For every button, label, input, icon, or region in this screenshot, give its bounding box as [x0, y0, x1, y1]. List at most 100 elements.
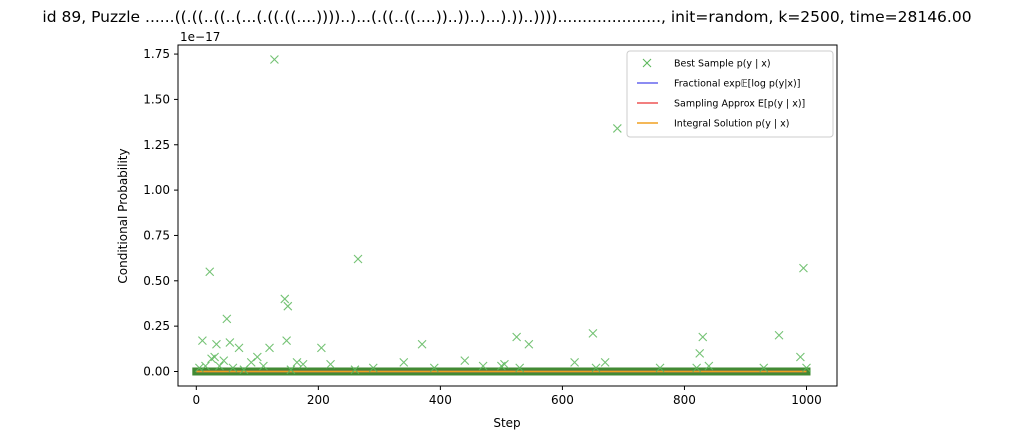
- legend: Best Sample p(y | x) Fractional exp𝔼[log …: [626, 50, 834, 138]
- data-point: [368, 363, 378, 373]
- data-point-stroke-b: [215, 361, 224, 371]
- data-point: [570, 358, 580, 367]
- data-point-stroke-b: [796, 352, 805, 362]
- y-tick-label: 0.25: [143, 319, 170, 333]
- data-point: [655, 363, 665, 373]
- data-point: [417, 339, 427, 349]
- data-point-stroke-b: [655, 363, 665, 373]
- data-point: [600, 358, 610, 367]
- y-axis-label: Conditional Probability: [116, 148, 130, 283]
- data-point: [353, 254, 363, 264]
- data-point: [252, 352, 262, 362]
- data-point: [201, 361, 210, 371]
- data-point-stroke-b: [201, 361, 210, 371]
- data-point-stroke-b: [292, 358, 302, 367]
- data-point-stroke-b: [298, 359, 308, 369]
- data-point-stroke-b: [222, 314, 232, 324]
- data-point: [215, 361, 224, 371]
- data-point-stroke-b: [698, 332, 708, 342]
- data-point-stroke-b: [350, 365, 360, 375]
- data-point: [205, 267, 215, 277]
- x-tick-label: 0: [192, 393, 200, 407]
- data-point-stroke-b: [228, 363, 238, 373]
- data-point: [500, 359, 509, 369]
- data-point-stroke-b: [591, 363, 601, 373]
- data-point-stroke-b: [219, 356, 229, 365]
- legend-box: [626, 50, 834, 138]
- data-point: [228, 363, 238, 373]
- data-point-stroke-b: [774, 330, 784, 340]
- data-point: [225, 338, 235, 347]
- y-tick-label: 0.00: [143, 364, 170, 378]
- legend-label: Fractional exp𝔼[log p(y|x)]: [674, 79, 800, 90]
- data-point: [799, 263, 808, 273]
- data-point: [802, 363, 811, 373]
- data-point: [612, 124, 622, 133]
- data-point-stroke-b: [524, 339, 534, 349]
- y-tick-label: 1.00: [143, 183, 170, 197]
- data-point: [588, 329, 598, 338]
- chart-title: id 89, Puzzle ......((.((..((..(...(.((.…: [42, 8, 971, 26]
- legend-label: Best Sample p(y | x): [674, 59, 771, 70]
- data-point-stroke-b: [399, 358, 409, 367]
- data-point: [210, 352, 220, 362]
- data-point-stroke-b: [692, 363, 702, 373]
- data-point: [704, 361, 714, 371]
- data-point-stroke-b: [570, 358, 580, 367]
- data-point: [219, 356, 229, 365]
- legend-label: Integral Solution p(y | x): [674, 119, 789, 130]
- data-point: [478, 361, 488, 371]
- data-point-stroke-b: [460, 356, 470, 365]
- data-point: [317, 343, 326, 353]
- data-point-stroke-b: [353, 254, 363, 264]
- data-point-stroke-b: [500, 359, 509, 369]
- legend-label: Sampling Approx E[p(y | x)]: [674, 99, 805, 110]
- plot-area: [192, 55, 811, 376]
- data-point: [591, 363, 601, 373]
- y-tick-label: 1.25: [143, 138, 170, 152]
- data-point: [280, 294, 290, 304]
- data-point-stroke-b: [280, 294, 290, 304]
- data-point-stroke-b: [283, 301, 293, 311]
- data-point-stroke-b: [600, 358, 610, 367]
- x-tick-label: 200: [307, 393, 330, 407]
- data-point: [695, 348, 705, 358]
- y-tick-label: 1.50: [143, 92, 170, 106]
- x-tick-label: 800: [673, 393, 696, 407]
- data-point: [460, 356, 470, 365]
- data-point: [326, 359, 335, 369]
- data-point: [222, 314, 232, 324]
- data-point: [194, 363, 204, 373]
- data-point: [212, 339, 221, 349]
- data-point: [350, 365, 360, 375]
- data-point: [692, 363, 702, 373]
- data-point-stroke-b: [210, 352, 220, 362]
- y-tick-label: 0.75: [143, 228, 170, 242]
- data-point-stroke-b: [478, 361, 488, 371]
- x-tick-label: 400: [429, 393, 452, 407]
- data-point-stroke-b: [205, 267, 215, 277]
- data-point: [234, 343, 244, 353]
- data-point-stroke-b: [239, 365, 249, 375]
- data-point-stroke-b: [252, 352, 262, 362]
- data-point: [286, 365, 296, 375]
- y-axis-offset-label: 1e−17: [180, 30, 220, 44]
- data-point: [796, 352, 805, 362]
- data-point: [698, 332, 708, 342]
- data-point-stroke-b: [802, 363, 811, 373]
- data-point: [198, 336, 207, 346]
- data-point-stroke-b: [270, 55, 279, 64]
- data-point-stroke-b: [198, 336, 207, 346]
- data-point: [292, 358, 302, 367]
- data-point-stroke-b: [286, 365, 296, 375]
- data-point-stroke-b: [612, 124, 622, 133]
- data-point: [283, 301, 293, 311]
- data-point-stroke-b: [417, 339, 427, 349]
- data-point-stroke-b: [588, 329, 598, 338]
- data-point-stroke-b: [515, 363, 525, 373]
- data-point: [239, 365, 249, 375]
- data-point-stroke-b: [225, 338, 235, 347]
- data-point: [282, 336, 292, 346]
